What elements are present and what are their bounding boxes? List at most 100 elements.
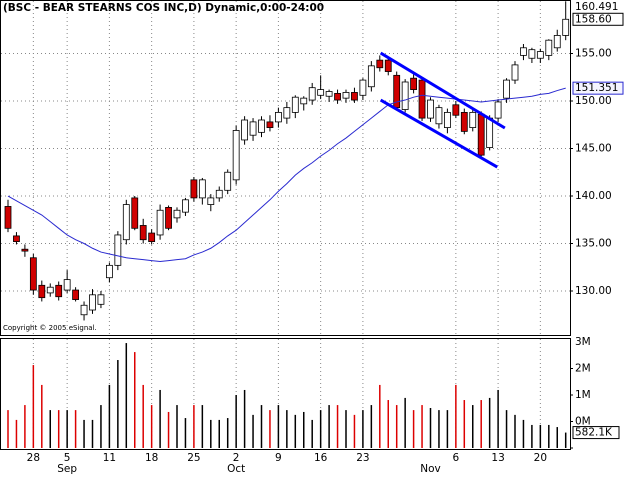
candle-body xyxy=(317,89,325,96)
x-tick-label: 11 xyxy=(103,452,116,464)
candle-body xyxy=(401,81,409,110)
candle-body xyxy=(460,111,468,132)
y-tick-label: 130.00 xyxy=(575,285,612,297)
ma-value-label: 151.351 xyxy=(575,82,618,94)
volume-tick-label: 3M xyxy=(575,336,591,348)
candle-body xyxy=(190,179,198,199)
candle-body xyxy=(224,171,232,191)
y-tick-label: 140.00 xyxy=(575,190,612,202)
candle-body xyxy=(173,209,181,219)
candle-body xyxy=(21,248,29,252)
candle-body xyxy=(536,51,544,59)
y-tick-label: 135.00 xyxy=(575,238,612,250)
x-tick-label: 5 xyxy=(64,452,71,464)
candle-body xyxy=(198,179,206,199)
last-close-label: 158.60 xyxy=(575,13,612,25)
candle-body xyxy=(503,79,510,99)
candle-body xyxy=(435,107,443,125)
candle-body xyxy=(342,92,350,99)
x-tick-label: 18 xyxy=(145,452,158,464)
x-tick-label: 16 xyxy=(314,452,328,464)
candle-body xyxy=(29,257,37,291)
candle-body xyxy=(241,119,249,141)
candle-body xyxy=(477,113,485,156)
x-tick-label: 28 xyxy=(27,452,40,464)
candle-body xyxy=(511,64,519,81)
candle-body xyxy=(4,206,12,229)
candle-body xyxy=(274,111,282,123)
candle-body xyxy=(443,111,451,128)
last-close-box xyxy=(572,12,624,26)
volume-tick-label: 0M xyxy=(575,416,591,428)
candle-body xyxy=(122,204,130,241)
ma-value-box xyxy=(572,81,624,95)
candle-body xyxy=(38,284,46,299)
last-high-label: 160.491 xyxy=(575,1,618,13)
candle-body xyxy=(46,286,54,294)
month-label: Oct xyxy=(227,463,245,475)
candle-body xyxy=(291,96,299,113)
x-tick-label: 25 xyxy=(187,452,200,464)
candle-body xyxy=(452,104,460,116)
candle-body xyxy=(528,49,536,59)
candle-body xyxy=(80,304,88,316)
candle-body xyxy=(469,111,477,128)
candle-body xyxy=(13,235,20,243)
candle-body xyxy=(308,87,316,101)
candle-body xyxy=(258,119,265,133)
candle-body xyxy=(553,35,561,49)
candle-body xyxy=(494,101,502,119)
candle-body xyxy=(351,92,358,101)
y-tick-label: 145.00 xyxy=(575,142,612,154)
y-tick-label: 150.00 xyxy=(575,95,612,107)
candle-body xyxy=(520,47,527,56)
channel-line xyxy=(379,51,506,130)
last-volume-box xyxy=(572,426,620,440)
candle-body xyxy=(562,18,570,36)
x-tick-label: 6 xyxy=(453,452,460,464)
volume-panel xyxy=(0,338,571,450)
candle-body xyxy=(249,121,257,136)
y-tick-label: 155.00 xyxy=(575,47,612,59)
last-volume-label: 582.1K xyxy=(575,427,613,439)
candle-body xyxy=(367,65,375,88)
candle-body xyxy=(114,234,122,266)
candle-body xyxy=(325,91,333,97)
chart-title: (BSC - BEAR STEARNS COS INC,D) Dynamic,0… xyxy=(3,2,324,14)
candle-body xyxy=(266,121,274,128)
candle-body xyxy=(165,207,172,229)
candle-body xyxy=(139,225,147,241)
candle-body xyxy=(427,99,434,119)
candle-body xyxy=(545,39,553,56)
candle-body xyxy=(89,294,96,311)
candle-body xyxy=(334,92,341,101)
x-tick-label: 13 xyxy=(491,452,504,464)
volume-tick-label: 2M xyxy=(575,363,591,375)
candle-body xyxy=(131,197,139,229)
candle-body xyxy=(486,117,494,148)
candle-body xyxy=(156,209,164,236)
month-label: Sep xyxy=(57,463,77,475)
copyright: Copyright © 2005 eSignal. xyxy=(3,324,97,332)
x-tick-label: 2 xyxy=(233,452,240,464)
candle-body xyxy=(182,199,189,213)
x-tick-label: 9 xyxy=(275,452,282,464)
candle-body xyxy=(207,197,215,205)
price-panel xyxy=(0,0,571,336)
candle-body xyxy=(300,97,308,105)
candle-body xyxy=(359,79,367,96)
candle-body xyxy=(410,77,418,90)
candle-body xyxy=(63,279,71,291)
month-label: Nov xyxy=(420,463,441,475)
candle-body xyxy=(97,294,105,305)
candle-body xyxy=(418,79,426,119)
x-tick-label: 23 xyxy=(356,452,369,464)
volume-tick-label: 1M xyxy=(575,389,591,401)
candle-body xyxy=(376,59,384,69)
candle-body xyxy=(384,59,392,72)
moving-average-line xyxy=(7,87,566,263)
candle-body xyxy=(232,130,240,181)
candle-body xyxy=(215,189,223,199)
